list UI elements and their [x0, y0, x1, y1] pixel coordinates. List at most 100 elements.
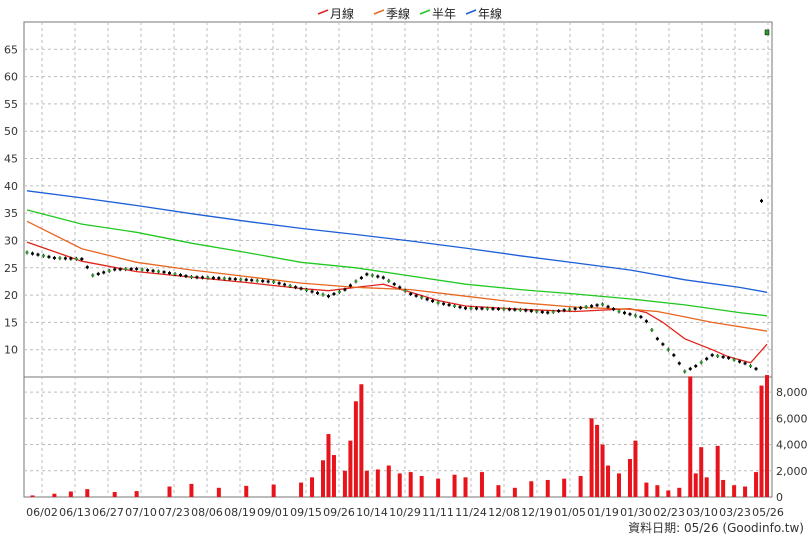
- date-tick-label: 11/24: [455, 506, 487, 519]
- price-candle: [195, 276, 199, 279]
- price-candle: [381, 276, 385, 279]
- price-candle: [74, 257, 78, 260]
- volume-bar: [68, 491, 73, 497]
- price-candle: [568, 308, 572, 311]
- price-candle: [392, 283, 396, 286]
- volume-bar: [704, 477, 709, 497]
- price-tick-label: 45: [4, 153, 18, 166]
- price-candle: [135, 267, 139, 270]
- price-candle: [266, 280, 270, 283]
- volume-bar: [244, 485, 249, 497]
- price-candle: [754, 367, 758, 370]
- price-candle: [661, 343, 665, 346]
- price-candle: [129, 267, 133, 270]
- price-tick-label: 55: [4, 98, 18, 111]
- price-candle: [299, 287, 303, 290]
- volume-bar: [321, 460, 325, 497]
- volume-bar: [359, 384, 364, 497]
- date-tick-label: 08/19: [224, 506, 256, 519]
- volume-bar: [112, 492, 117, 497]
- volume-bar: [715, 445, 720, 497]
- price-tick-label: 60: [4, 71, 18, 84]
- price-candle: [764, 29, 770, 36]
- volume-bar: [353, 401, 358, 497]
- price-candle: [694, 365, 698, 368]
- price-tick-label: 25: [4, 262, 18, 275]
- price-candle: [63, 257, 67, 260]
- volume-bar: [512, 487, 517, 497]
- price-candle: [420, 296, 424, 299]
- price-candle: [140, 268, 144, 271]
- price-candle: [277, 282, 281, 285]
- volume-bar: [600, 444, 605, 497]
- date-tick-label: 07/23: [158, 506, 190, 519]
- price-candle: [688, 367, 692, 370]
- legend-label: 月線: [330, 6, 354, 21]
- price-candle: [502, 308, 506, 311]
- price-candle: [228, 277, 232, 280]
- price-panel-frame: [23, 21, 773, 378]
- price-candle: [727, 356, 731, 359]
- legend-label: 年線: [478, 6, 502, 21]
- price-candle: [69, 257, 73, 260]
- price-candle: [436, 301, 440, 304]
- volume-bar: [732, 485, 737, 497]
- price-candle: [168, 272, 172, 275]
- price-candle: [376, 275, 380, 278]
- price-candle: [222, 277, 226, 280]
- price-candle: [474, 307, 478, 310]
- volume-tick-label: 4,000: [776, 439, 808, 452]
- date-tick-label: 03/23: [719, 506, 751, 519]
- date-tick-label: 12/19: [521, 506, 553, 519]
- volume-bar: [589, 418, 594, 497]
- volume-bar: [496, 485, 501, 497]
- price-candle: [200, 276, 204, 279]
- price-candle: [562, 309, 566, 312]
- ma-line: [26, 209, 768, 317]
- price-tick-label: 50: [4, 125, 18, 138]
- price-candle: [480, 307, 484, 310]
- price-candle: [633, 314, 637, 317]
- price-candle: [96, 272, 100, 275]
- volume-bar: [348, 440, 353, 497]
- price-candle: [118, 268, 122, 271]
- price-candle: [316, 292, 320, 295]
- grid: [24, 22, 772, 497]
- price-candle: [184, 275, 188, 278]
- volume-bar: [189, 483, 194, 497]
- volume-bar: [326, 434, 331, 497]
- volume-bar: [386, 465, 391, 497]
- legend-swatch: [465, 9, 477, 15]
- price-candle: [557, 310, 561, 313]
- date-tick-label: 02/23: [653, 506, 685, 519]
- price-candle: [496, 307, 500, 310]
- price-tick-label: 30: [4, 234, 18, 247]
- volume-bar: [419, 476, 424, 497]
- price-candle: [760, 199, 764, 202]
- price-candle: [513, 308, 517, 311]
- price-candle: [617, 310, 621, 313]
- volume-bar: [375, 469, 380, 497]
- volume-bar: [85, 489, 90, 497]
- volume-bar: [688, 376, 693, 497]
- price-candle: [25, 251, 29, 254]
- date-tick-label: 10/14: [356, 506, 388, 519]
- volume-bar: [529, 481, 534, 497]
- price-candle: [524, 309, 528, 312]
- price-candle: [255, 279, 259, 282]
- date-tick-label: 09/01: [257, 506, 289, 519]
- ma-line: [26, 220, 768, 332]
- volume-bar: [271, 484, 276, 497]
- volume-bar: [754, 472, 759, 497]
- date-tick-label: 01/30: [620, 506, 652, 519]
- date-tick-label: 09/26: [323, 506, 355, 519]
- price-candle: [403, 289, 407, 292]
- price-candle: [398, 286, 402, 289]
- price-candle: [595, 304, 599, 307]
- price-candle: [36, 253, 40, 256]
- price-candle: [732, 358, 736, 361]
- price-candle: [211, 276, 215, 279]
- price-candle: [683, 370, 687, 373]
- price-candle: [414, 294, 418, 297]
- price-candle: [107, 269, 111, 272]
